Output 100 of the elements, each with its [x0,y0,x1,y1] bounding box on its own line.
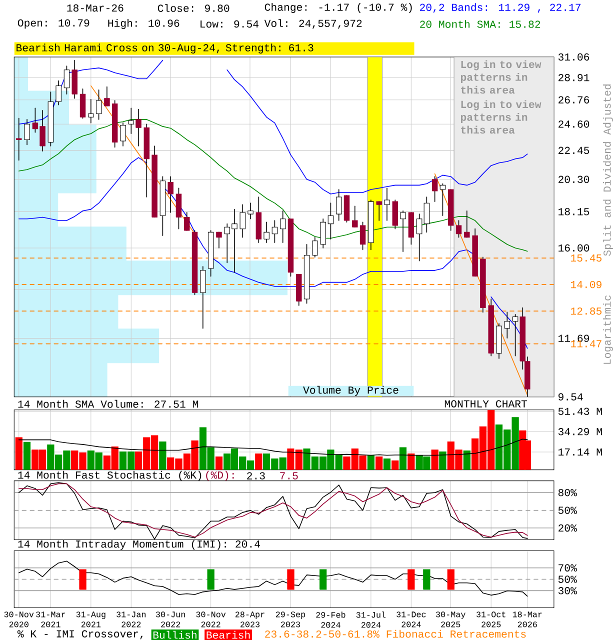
text: 20 Month SMA: 15.82 [420,20,540,28]
candlestick [96,90,102,120]
x-tick-label: 31-Aug 2021 [76,612,106,628]
text: 2.3 [247,472,265,480]
candlestick [104,86,110,106]
text: Logarithmic [602,295,613,364]
candlestick [464,210,470,238]
y-tick-label: 70% [558,564,577,572]
chart-title: 14 Month Fast Stochastic (%K) [18,470,202,481]
candlestick [336,189,342,221]
candlestick [264,222,270,244]
candlestick [176,188,182,230]
text: Vol: 24,557,972 [264,19,362,29]
text: 7.5 [280,472,298,480]
chart-title: Bearish Harami Cross on 30-Aug-24, Strength: 61.3 [16,44,314,54]
candlestick [440,183,446,216]
y-tick-label: 24.60 [558,120,590,128]
y-tick-label: 22.45 [558,146,590,154]
candlestick [128,108,134,134]
chart-title: 14 Month Intraday Momentum (IMI): 20.4 [18,540,260,550]
text: 20,2 Bands: 11.29 , 22.17 [420,3,581,13]
candlestick [320,218,326,248]
ref-line-label: 11.47 [571,340,602,348]
candlestick [24,119,30,146]
y-tick-label: 34.29 M [558,428,602,436]
candlestick [504,312,510,338]
chart-title: 14 Month SMA Volume: 27.51 M [18,400,198,408]
x-tick-label: 31-Oct 2025 [476,612,506,628]
candlestick [80,88,86,119]
x-tick-label: 30-May 2025 [436,612,466,628]
y-tick-label: 51.43 M [558,408,602,415]
text: Open: 10.79 [18,19,90,29]
candlestick [248,202,254,220]
annotation: Log in to view patterns in this area [461,100,542,134]
y-tick-label: 20.30 [558,176,590,184]
candlestick [416,214,422,262]
candlestick [240,204,246,238]
candlestick [272,220,278,244]
text: Close: 9.80 [158,4,230,12]
candlestick [56,80,62,106]
x-tick-label: 31-Jan 2022 [116,612,146,628]
candlestick [168,176,174,213]
y-tick-label: 28.91 [558,74,590,82]
y-tick-label: 17.14 M [558,448,602,456]
x-tick-label: 30-Nov 2022 [196,612,226,628]
y-tick-label: 50% [558,576,577,583]
y-tick-label: 11.69 [558,334,590,342]
legend-title: % K - IMI Crossover, [17,630,143,640]
text: (%D): [206,470,234,481]
x-tick-label: 18-Mar 2026 [512,612,542,628]
y-tick-label: 26.76 [558,96,590,104]
y-tick-label: 50% [558,506,577,514]
candlestick [16,118,22,161]
y-tick-label: 20% [558,524,577,532]
candlestick [400,210,406,252]
candlestick [328,202,334,240]
candlestick [360,222,366,250]
y-tick-label: 9.54 [558,393,583,400]
ref-line-label: 14.09 [571,280,602,288]
candlestick [64,66,70,95]
candlestick [512,314,518,356]
y-tick-label: 18.15 [558,208,590,216]
x-tick-label: 29-Sep 2023 [276,612,306,628]
ref-line-label: 15.45 [571,254,602,262]
candlestick [312,236,318,258]
x-tick-label: 31-Mar 2021 [36,612,66,628]
y-axis-title: Split and Dividend Adjusted [602,84,613,256]
text: Bearish [206,630,250,639]
text: 18-Mar-26 [67,4,124,12]
candlestick [432,176,438,202]
annotation: Log in to view patterns in this area [461,60,542,94]
candlestick [456,220,462,238]
candlestick [424,196,430,233]
candlestick [352,206,358,228]
y-tick-label: 80% [558,488,577,496]
x-tick-label: 28-Apr 2023 [236,612,264,628]
line-series [18,560,528,597]
y-tick-label: 30% [558,587,577,594]
text: High: 10.96 [108,19,180,29]
x-tick-label: 30-Jun 2022 [156,612,186,628]
text: Change: -1.17 (-10.7 %) [264,3,412,13]
text: MONTHLY CHART [444,400,528,408]
annotation: Volume By Price [303,386,398,396]
text: Bullish [153,630,196,639]
x-tick-label: 31-Jul 2024 [356,612,386,628]
candlestick [384,188,390,221]
candlestick [88,99,94,124]
candlestick [184,212,190,231]
candlestick [120,122,126,146]
candlestick [392,200,398,230]
ref-line-label: 12.85 [571,307,602,315]
text: Low: 9.54 [200,20,259,28]
x-tick-label: 30-Nov 2020 [4,612,34,628]
y-tick-label: 16.00 [558,244,590,252]
candlestick [376,201,382,221]
y-tick-label: 31.06 [558,53,590,61]
x-tick-label: 31-Dec 2024 [396,612,426,628]
candlestick [280,210,286,244]
text: 23.6-38.2-50-61.8% Fibonacci Retracements [265,630,526,638]
candlestick [216,232,222,248]
